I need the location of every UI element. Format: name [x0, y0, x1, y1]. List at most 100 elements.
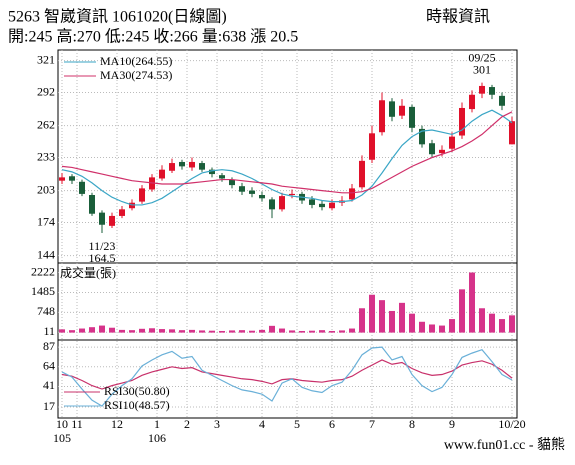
y-tick-label: 2222 — [31, 264, 55, 278]
candle-body — [429, 143, 435, 155]
volume-bar — [439, 325, 445, 333]
candle-body — [199, 163, 205, 170]
candle-body — [369, 133, 375, 160]
volume-bar — [259, 329, 265, 333]
volume-bar — [489, 313, 495, 333]
candle-body — [269, 199, 275, 210]
y-tick-label: 11 — [43, 324, 55, 338]
volume-bar — [179, 330, 185, 333]
y-tick-label: 41 — [43, 378, 55, 392]
y-tick-label: 1485 — [31, 284, 55, 298]
x-tick-label: 9 — [449, 417, 455, 431]
volume-bar — [319, 330, 325, 333]
volume-bar — [99, 325, 105, 333]
candle-body — [379, 100, 385, 133]
candle-body — [119, 209, 125, 216]
x-tick-label: 6 — [329, 417, 335, 431]
candle-body — [169, 163, 175, 171]
candle-body — [69, 176, 75, 181]
y-tick-label: 174 — [37, 214, 55, 228]
volume-bar — [209, 330, 215, 333]
volume-bar — [509, 315, 515, 333]
y-tick-label: 87 — [43, 339, 55, 353]
quote: 開:245 高:270 低:245 收:266 量:638 漲 20.5 — [8, 28, 298, 46]
volume-bar — [169, 329, 175, 333]
volume-bar — [139, 328, 145, 333]
volume-bar — [149, 328, 155, 333]
candle-body — [319, 203, 325, 208]
candle-body — [359, 160, 365, 188]
y-tick-label: 321 — [37, 52, 55, 66]
candle-body — [59, 177, 65, 181]
volume-bar — [499, 319, 505, 333]
candle-body — [239, 186, 245, 192]
x-tick-label: 1 — [154, 417, 160, 431]
candle-body — [109, 215, 115, 226]
line — [61, 346, 513, 407]
candle-body — [89, 195, 95, 214]
candle-body — [289, 193, 295, 196]
candle-body — [139, 188, 145, 202]
candle-body — [399, 105, 405, 116]
x-tick-label: 12 — [111, 417, 123, 431]
footer: www.fun01.cc - 貓熊 — [444, 437, 565, 453]
x-tick-label: 10/20 — [498, 417, 525, 431]
candle-body — [309, 199, 315, 205]
volume-bar — [419, 321, 425, 333]
volume-bar — [309, 330, 315, 333]
annotation-value: 164.5 — [89, 251, 116, 265]
candle-body — [349, 188, 355, 200]
candle-body — [509, 121, 515, 145]
line — [61, 109, 513, 206]
candle-body — [229, 179, 235, 186]
candle-body — [189, 161, 195, 168]
volume-bar — [269, 325, 275, 333]
volume-bar — [199, 330, 205, 333]
legend-label: MA10(264.55) — [100, 54, 172, 68]
volume-bar — [219, 330, 225, 333]
frame — [57, 49, 518, 419]
source: 時報資訊 — [426, 8, 490, 26]
y-tick-label: 748 — [37, 304, 55, 318]
x-tick-label: 11 — [71, 417, 83, 431]
x-tick-label: 5 — [294, 417, 300, 431]
volume-bar — [109, 327, 115, 333]
candle-body — [439, 149, 445, 154]
volume-bar — [369, 294, 375, 333]
candle-body — [449, 136, 455, 149]
volume-bar — [189, 329, 195, 333]
volume-bar — [449, 319, 455, 333]
candle-body — [489, 87, 495, 95]
volume-bar — [69, 330, 75, 333]
volume-bar — [249, 330, 255, 333]
volume-label: 成交量(張) — [60, 265, 116, 280]
legend-label: RSI10(48.57) — [104, 398, 170, 412]
candle-body — [99, 212, 105, 225]
volume-bar — [479, 308, 485, 333]
title: 5263 智崴資訊 1061020(日線圖) — [8, 8, 227, 26]
volume-bar — [429, 324, 435, 333]
candle-body — [159, 169, 165, 179]
x-tick-label: 8 — [409, 417, 415, 431]
year-label: 106 — [148, 431, 166, 445]
volume-bar — [469, 272, 475, 333]
candle-body — [79, 181, 85, 194]
candle-body — [209, 169, 215, 175]
candle-body — [389, 101, 395, 117]
volume-bar — [79, 328, 85, 333]
candle-body — [219, 175, 225, 179]
volume-bar — [299, 330, 305, 333]
annotation-date: 09/25 — [468, 50, 495, 64]
annotation-value: 301 — [473, 62, 491, 76]
volume-bar — [389, 310, 395, 333]
volume-bar — [339, 330, 345, 333]
volume-bar — [59, 329, 65, 333]
volume-bar — [239, 330, 245, 333]
x-tick-label: 7 — [369, 417, 375, 431]
y-tick-label: 17 — [43, 399, 55, 413]
candle-body — [419, 128, 425, 145]
candle-body — [479, 85, 485, 94]
candle-body — [329, 202, 335, 209]
x-tick-label: 4 — [259, 417, 265, 431]
